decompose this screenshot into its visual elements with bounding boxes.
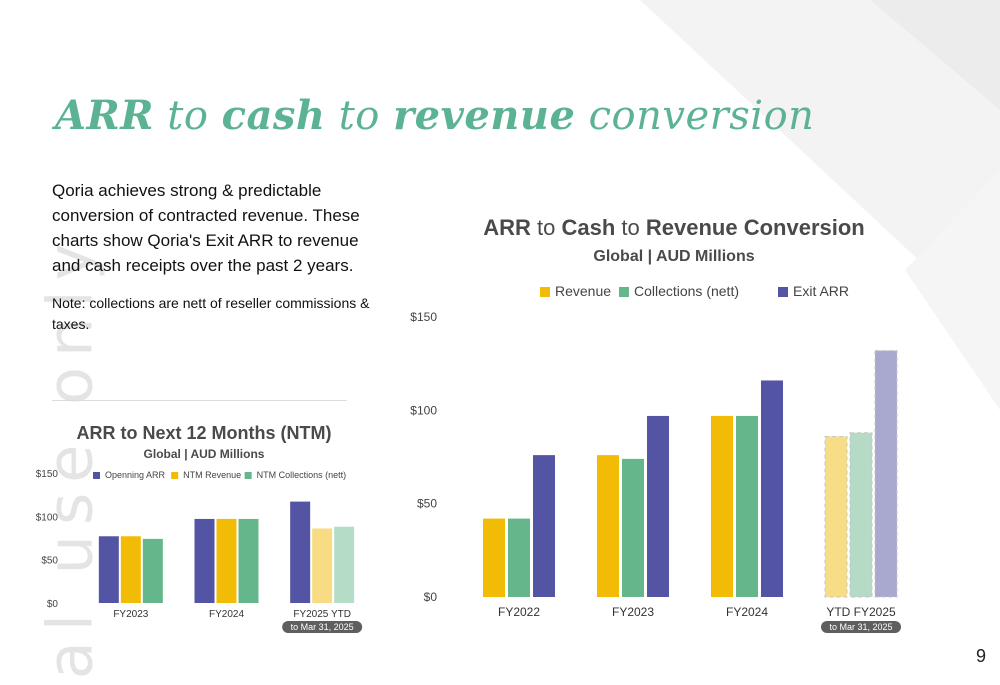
x-tick-label: FY2023 xyxy=(113,609,148,620)
legend-label: Openning ARR xyxy=(105,470,166,480)
bar xyxy=(849,432,873,598)
bar xyxy=(622,458,644,597)
y-tick-label: $150 xyxy=(410,310,437,324)
bar xyxy=(597,455,619,597)
bar xyxy=(824,435,848,598)
legend-swatch xyxy=(778,287,788,297)
bar xyxy=(711,415,733,597)
y-tick-label: $0 xyxy=(47,599,59,610)
category-note-pill xyxy=(282,621,363,633)
bar xyxy=(120,536,141,603)
bar xyxy=(533,455,555,597)
divider xyxy=(52,400,347,401)
bar xyxy=(508,518,530,597)
chart-title: ARR to Cash to Revenue Conversion xyxy=(483,215,864,240)
intro-text: Qoria achieves strong & predictable conv… xyxy=(52,181,360,275)
bar xyxy=(238,518,259,603)
legend-swatch xyxy=(171,472,179,479)
legend-swatch xyxy=(540,287,550,297)
x-tick-label: FY2023 xyxy=(612,605,654,619)
bar xyxy=(142,538,163,603)
chart-title: ARR to Next 12 Months (NTM) xyxy=(77,423,332,443)
bar xyxy=(98,536,119,603)
chart-subtitle: Global | AUD Millions xyxy=(144,447,265,461)
page-title: ARR to cash to revenue conversion xyxy=(55,92,815,139)
y-tick-label: $100 xyxy=(36,512,59,523)
bar xyxy=(194,518,215,603)
y-tick-label: $150 xyxy=(36,469,59,480)
legend-label: NTM Collections (nett) xyxy=(257,470,347,480)
y-tick-label: $100 xyxy=(410,403,437,417)
x-tick-label: FY2024 xyxy=(209,609,244,620)
bar xyxy=(216,518,237,603)
legend-swatch xyxy=(244,472,252,479)
bar xyxy=(483,518,505,597)
legend-swatch xyxy=(93,472,100,479)
x-tick-label: FY2022 xyxy=(498,605,540,619)
legend-label: Revenue xyxy=(555,283,611,299)
x-tick-label: FY2024 xyxy=(726,605,768,619)
legend-label: Collections (nett) xyxy=(634,283,739,299)
legend-swatch xyxy=(618,287,629,297)
x-tick-label: YTD FY2025 xyxy=(826,605,896,619)
x-tick-label: FY2025 YTD xyxy=(293,609,351,620)
legend-label: Exit ARR xyxy=(793,283,849,299)
bar xyxy=(334,526,355,603)
category-note: to Mar 31, 2025 xyxy=(829,622,892,632)
bar xyxy=(761,380,783,597)
page-number: 9 xyxy=(975,646,986,666)
bar xyxy=(874,350,898,598)
bar xyxy=(647,415,669,597)
note-text: Note: collections are nett of reseller c… xyxy=(52,295,370,332)
bar xyxy=(736,415,758,597)
y-tick-label: $0 xyxy=(424,590,438,604)
bar xyxy=(312,528,333,603)
category-note-pill xyxy=(821,621,901,633)
legend-label: NTM Revenue xyxy=(183,470,241,480)
bar xyxy=(290,501,311,603)
chart-subtitle: Global | AUD Millions xyxy=(593,248,754,265)
y-tick-label: $50 xyxy=(417,497,437,511)
category-note: to Mar 31, 2025 xyxy=(291,622,354,632)
y-tick-label: $50 xyxy=(41,556,58,567)
